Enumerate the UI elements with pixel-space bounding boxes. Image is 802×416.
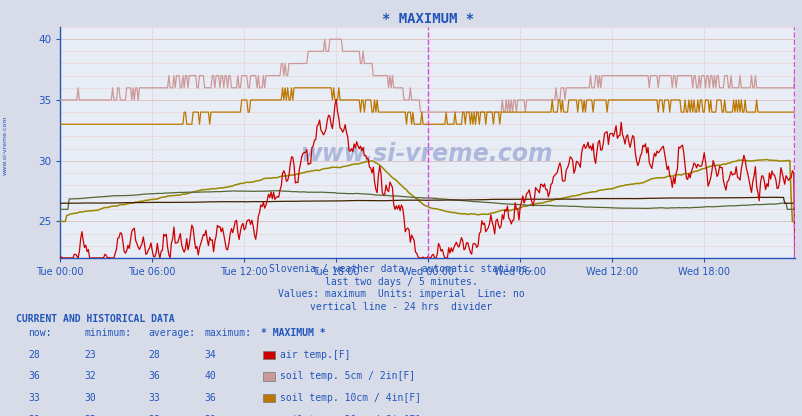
Text: average:: average:: [148, 328, 196, 338]
Text: 23: 23: [84, 350, 96, 360]
Text: CURRENT AND HISTORICAL DATA: CURRENT AND HISTORICAL DATA: [16, 314, 175, 324]
Text: minimum:: minimum:: [84, 328, 132, 338]
Text: last two days / 5 minutes.: last two days / 5 minutes.: [325, 277, 477, 287]
Text: * MAXIMUM *: * MAXIMUM *: [261, 328, 325, 338]
Text: 25: 25: [84, 415, 96, 416]
Text: vertical line - 24 hrs  divider: vertical line - 24 hrs divider: [310, 302, 492, 312]
Text: www.si-vreme.com: www.si-vreme.com: [301, 142, 553, 166]
Text: 32: 32: [84, 371, 96, 381]
Text: 28: 28: [148, 415, 160, 416]
Text: soil temp. 20cm / 8in[F]: soil temp. 20cm / 8in[F]: [280, 415, 421, 416]
Text: 36: 36: [205, 393, 217, 403]
Text: maximum:: maximum:: [205, 328, 252, 338]
Text: soil temp. 5cm / 2in[F]: soil temp. 5cm / 2in[F]: [280, 371, 415, 381]
Text: 36: 36: [28, 371, 40, 381]
Text: 28: 28: [148, 350, 160, 360]
Text: 33: 33: [148, 393, 160, 403]
Text: 34: 34: [205, 350, 217, 360]
Text: 33: 33: [28, 393, 40, 403]
Text: www.si-vreme.com: www.si-vreme.com: [2, 116, 7, 176]
Text: 29: 29: [28, 415, 40, 416]
Text: soil temp. 10cm / 4in[F]: soil temp. 10cm / 4in[F]: [280, 393, 421, 403]
Text: 30: 30: [84, 393, 96, 403]
Text: Values: maximum  Units: imperial  Line: no: Values: maximum Units: imperial Line: no: [277, 290, 525, 300]
Text: 30: 30: [205, 415, 217, 416]
Text: 40: 40: [205, 371, 217, 381]
Text: Slovenia / weather data - automatic stations.: Slovenia / weather data - automatic stat…: [269, 265, 533, 275]
Text: air temp.[F]: air temp.[F]: [280, 350, 350, 360]
Text: now:: now:: [28, 328, 51, 338]
Text: 36: 36: [148, 371, 160, 381]
Title: * MAXIMUM *: * MAXIMUM *: [381, 12, 473, 26]
Text: 28: 28: [28, 350, 40, 360]
